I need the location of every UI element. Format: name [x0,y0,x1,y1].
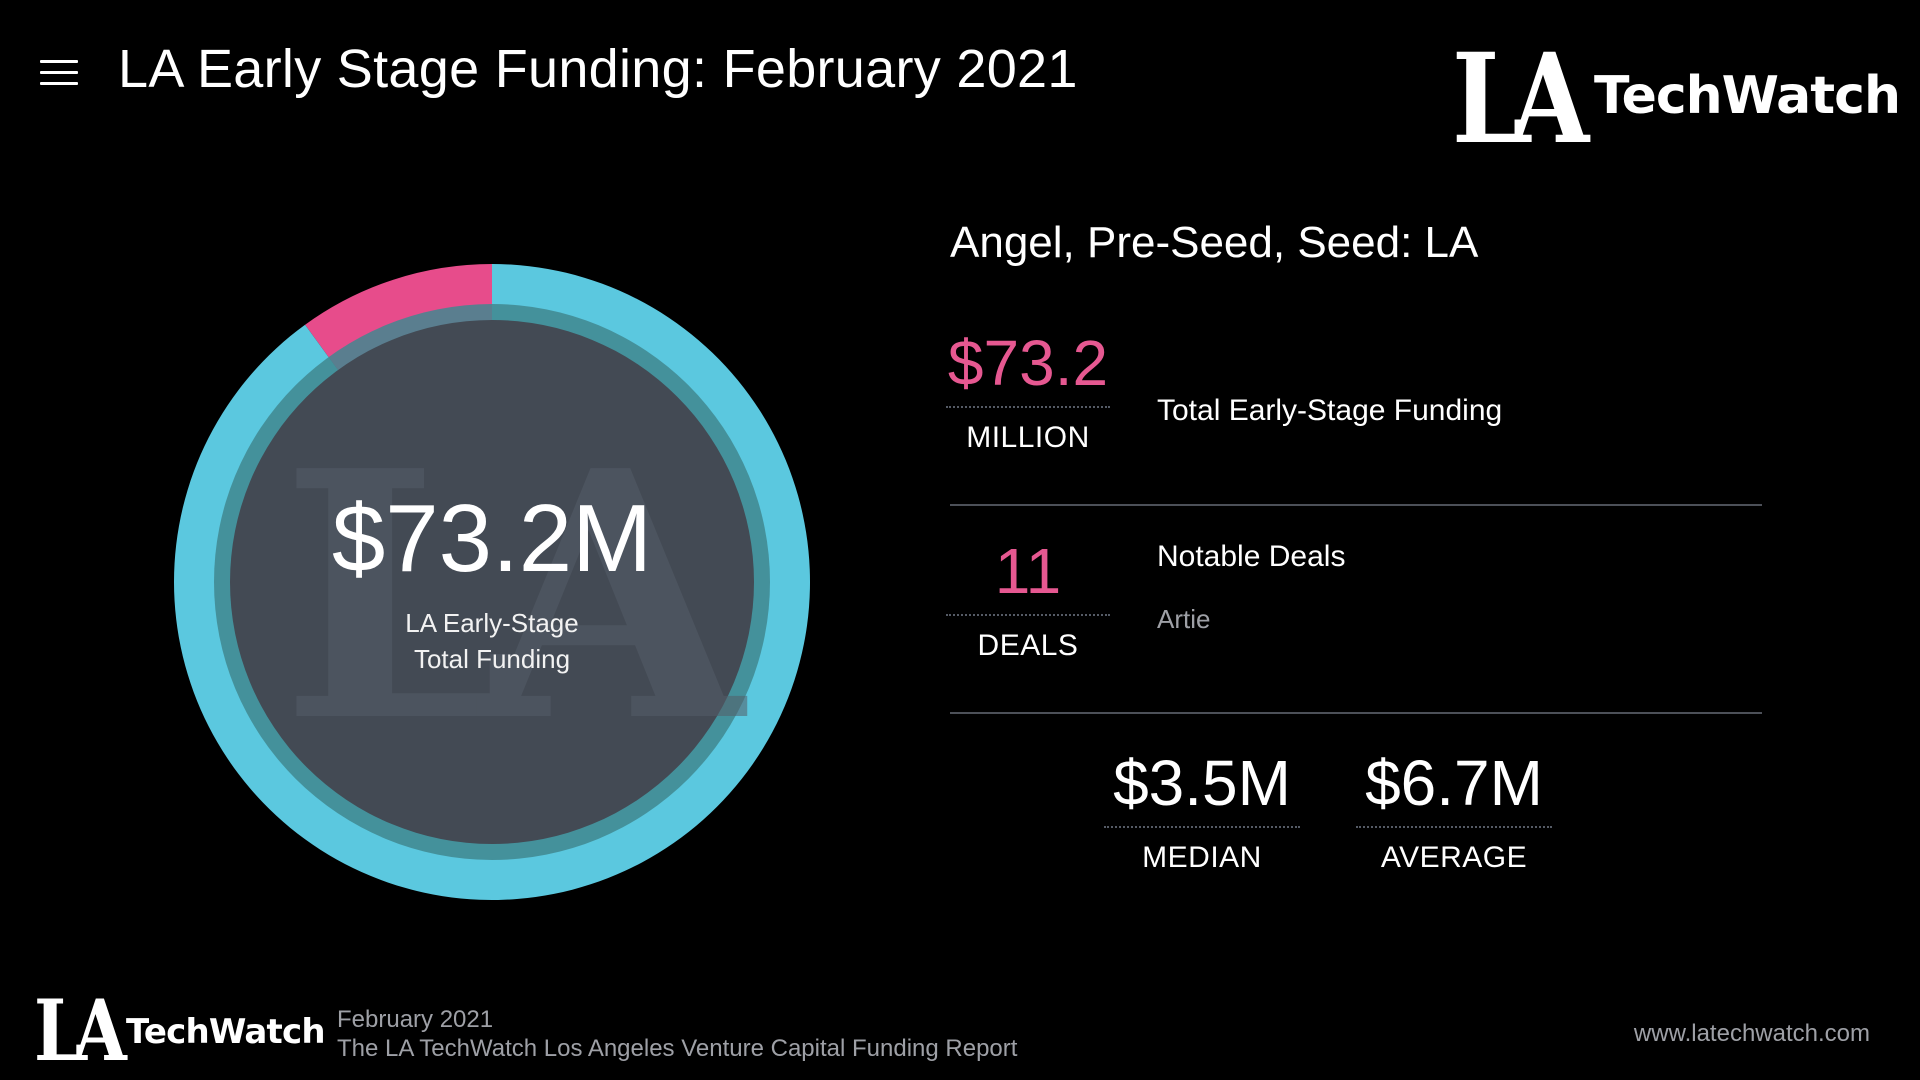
menu-bar [40,82,78,85]
donut-watermark: LA [281,398,751,797]
donut-label-line1: LA Early-Stage [405,608,579,638]
section-divider [950,712,1762,714]
footer-logo-la-mark: LA [34,981,127,1080]
footer-report-title: The LA TechWatch Los Angeles Venture Cap… [337,1035,1018,1062]
stat-divider [1104,826,1300,828]
page-title: LA Early Stage Funding: February 2021 [118,39,1078,99]
logo-la-mark: LA [1452,27,1589,172]
total-funding-stat: $73.2 MILLION [946,324,1110,458]
total-funding-number: $73.2 [947,327,1109,399]
deals-number: 11 [994,535,1062,607]
deals-unit: DEALS [977,629,1079,662]
notable-deal-name: Artie [1157,604,1211,634]
footer-website-link[interactable]: www.latechwatch.com [1633,1020,1870,1047]
total-funding-unit: MILLION [966,421,1090,454]
average-unit: AVERAGE [1380,841,1528,874]
menu-bar [40,60,78,63]
donut-total-value: $73.2M [331,485,653,592]
funding-donut-chart: LA $73.2M LA Early-Stage Total Funding [174,264,810,900]
donut-center [230,320,754,844]
stat-divider [946,406,1110,408]
section-divider [950,504,1762,506]
average-number: $6.7M [1365,747,1543,819]
donut-label-line2: Total Funding [413,644,571,674]
total-funding-description: Total Early-Stage Funding [1157,394,1503,427]
logo-wordmark: TechWatch [1594,66,1901,126]
median-unit: MEDIAN [1142,841,1262,874]
section-title: Angel, Pre-Seed, Seed: LA [950,218,1479,267]
average-stat: $6.7M AVERAGE [1356,744,1552,878]
notable-deals-label: Notable Deals [1157,540,1346,573]
stat-divider [1356,826,1552,828]
median-stat: $3.5M MEDIAN [1104,744,1300,878]
median-number: $3.5M [1113,747,1291,819]
menu-bar [40,71,78,74]
hamburger-menu-icon[interactable] [40,56,78,88]
stat-divider [946,614,1110,616]
footer-date: February 2021 [337,1006,494,1033]
deals-stat: 11 DEALS [946,532,1110,666]
footer-logo-wordmark: TechWatch [126,1012,326,1052]
donut-svg: LA [174,264,810,900]
